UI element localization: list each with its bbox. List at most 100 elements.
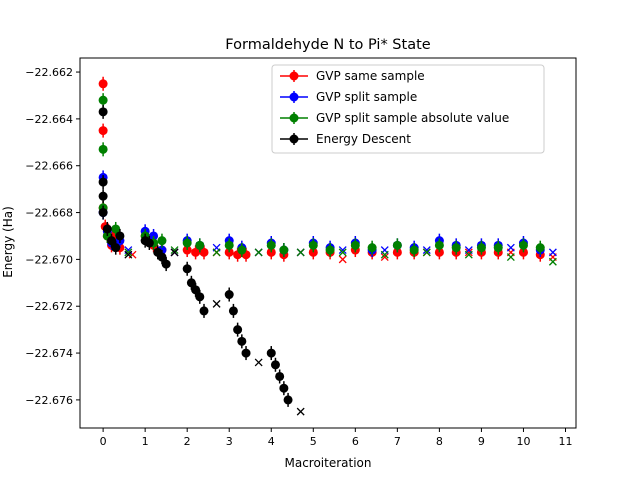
x-tick-label: 10 xyxy=(516,435,530,448)
data-point xyxy=(191,247,201,257)
data-point xyxy=(266,348,276,358)
data-point xyxy=(98,79,108,89)
x-marker xyxy=(506,253,515,262)
data-point xyxy=(434,247,444,257)
data-point xyxy=(325,245,335,255)
data-point xyxy=(111,243,121,253)
data-point xyxy=(283,395,293,405)
data-point xyxy=(266,240,276,250)
x-marker xyxy=(338,246,347,254)
legend-label: GVP split sample absolute value xyxy=(316,111,509,125)
data-point xyxy=(98,126,108,136)
y-tick-label: −22.672 xyxy=(25,300,73,313)
y-tick-label: −22.674 xyxy=(25,347,73,360)
data-point xyxy=(434,240,444,250)
data-point xyxy=(409,245,419,255)
x-marker xyxy=(422,248,431,257)
x-marker xyxy=(338,255,347,264)
data-point xyxy=(279,245,289,255)
data-point xyxy=(102,224,112,234)
x-marker xyxy=(464,248,473,257)
y-axis-label: Energy (Ha) xyxy=(1,206,15,278)
legend-marker xyxy=(289,113,299,123)
plot-marks xyxy=(98,76,557,416)
x-tick-label: 11 xyxy=(558,435,572,448)
data-point xyxy=(270,360,280,370)
data-point xyxy=(233,325,243,335)
x-marker xyxy=(464,250,473,259)
data-point xyxy=(149,231,159,241)
series-3 xyxy=(98,104,305,416)
data-point xyxy=(157,236,167,246)
data-point xyxy=(161,259,171,269)
legend-marker xyxy=(289,92,299,102)
data-point xyxy=(98,177,108,187)
data-point xyxy=(237,245,247,255)
x-marker xyxy=(380,253,389,262)
data-point xyxy=(518,247,528,257)
data-point xyxy=(237,336,247,346)
x-tick-label: 8 xyxy=(436,435,443,448)
axes: 0 1 2 3 4 5 6 7 8 9 10 11 −22.676 −22.674 −22.672 −22.6… xyxy=(25,57,577,448)
data-point xyxy=(279,383,289,393)
x-tick-label: 3 xyxy=(226,435,233,448)
data-point xyxy=(98,191,108,201)
x-marker xyxy=(212,299,221,308)
data-point xyxy=(451,243,461,253)
data-point xyxy=(186,278,196,288)
data-point xyxy=(195,292,205,302)
data-point xyxy=(228,306,238,316)
data-point xyxy=(535,243,545,253)
data-point xyxy=(191,285,201,295)
x-tick-label: 9 xyxy=(478,435,485,448)
x-marker xyxy=(338,248,347,257)
x-marker xyxy=(506,243,515,252)
data-point xyxy=(224,290,234,300)
y-tick-label: −22.662 xyxy=(25,66,73,79)
x-marker xyxy=(170,248,179,257)
x-axis-label: Macroiteration xyxy=(284,456,371,470)
x-marker xyxy=(548,257,557,266)
x-tick-label: 6 xyxy=(352,435,359,448)
x-tick-label: 0 xyxy=(100,435,107,448)
data-point xyxy=(98,95,108,105)
data-point xyxy=(182,238,192,248)
data-point xyxy=(115,231,125,241)
x-tick-label: 4 xyxy=(268,435,275,448)
data-point xyxy=(392,247,402,257)
x-tick-label: 2 xyxy=(184,435,191,448)
data-point xyxy=(199,247,209,257)
x-tick-label: 5 xyxy=(310,435,317,448)
data-point xyxy=(308,240,318,250)
x-marker xyxy=(254,248,263,257)
legend-box xyxy=(271,64,545,154)
legend-marker xyxy=(289,71,299,81)
data-point xyxy=(199,306,209,316)
data-point xyxy=(98,144,108,154)
data-point xyxy=(144,238,154,248)
y-tick-label: −22.668 xyxy=(25,207,73,220)
y-tick-label: −22.666 xyxy=(25,160,73,173)
data-point xyxy=(493,243,503,253)
x-marker xyxy=(124,250,133,259)
x-marker xyxy=(548,248,557,257)
y-tick-label: −22.664 xyxy=(25,113,73,126)
x-tick-label: 7 xyxy=(394,435,401,448)
data-point xyxy=(182,245,192,255)
data-point xyxy=(241,348,251,358)
data-point xyxy=(157,252,167,262)
x-marker xyxy=(212,248,221,257)
data-point xyxy=(111,224,121,234)
y-tick-label: −22.670 xyxy=(25,253,73,266)
legend-label: GVP split sample xyxy=(316,90,417,104)
x-marker xyxy=(380,250,389,259)
legend: GVP same sample GVP split sample GVP split… xyxy=(271,64,545,154)
y-tick-label: −22.676 xyxy=(25,394,73,407)
x-marker xyxy=(296,248,305,257)
data-point xyxy=(98,107,108,117)
chart-title: Formaldehyde N to Pi* State xyxy=(225,37,430,53)
data-point xyxy=(367,243,377,253)
data-point xyxy=(182,264,192,274)
